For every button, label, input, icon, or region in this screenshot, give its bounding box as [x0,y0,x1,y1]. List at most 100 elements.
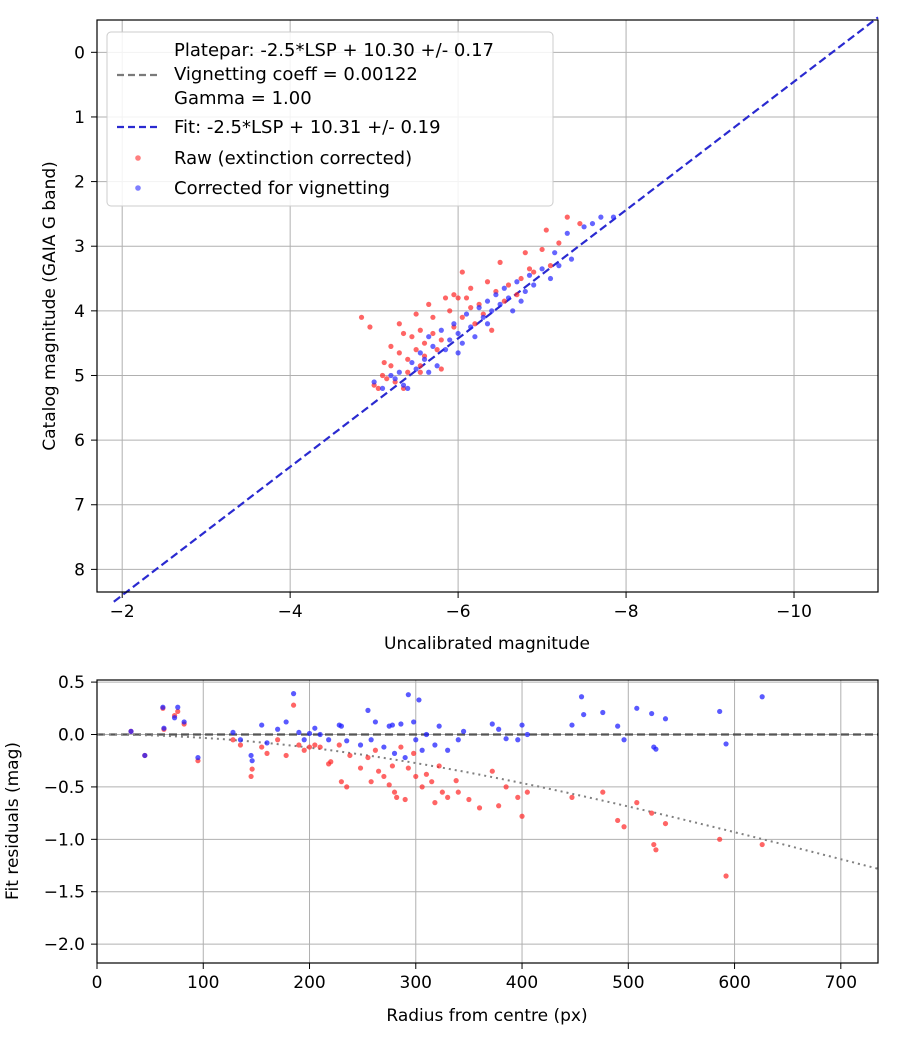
bottom-lines [97,733,879,870]
bottom-raw-point [466,796,472,803]
bottom-corrected-point [423,731,430,738]
bottom-corrected-point [634,705,640,711]
bottom-raw-point [634,800,640,806]
bottom-corrected-point [290,691,297,697]
bottom-raw-point [423,771,430,777]
top-corrected-point [522,288,528,295]
bottom-corrected-point [301,737,307,743]
bottom-corrected-point [649,710,655,717]
legend-swatch-raw [135,155,141,161]
top-raw-point [430,314,436,320]
top-y-tick-label: 4 [74,302,85,322]
top-raw-point [526,266,533,272]
top-x-tick-label: −10 [776,602,812,622]
bottom-raw-point [290,702,297,708]
top-raw-point [417,327,423,333]
bottom-raw-point [455,789,461,795]
bottom-raw-point [439,789,445,795]
legend-swatch-corrected [135,185,141,191]
bottom-raw-point [344,784,350,790]
bottom-raw-point [237,742,244,748]
bottom-plot-frame [96,679,879,964]
legend-label-corrected: Corrected for vignetting [174,178,390,199]
top-corrected-point [472,334,478,340]
bottom-raw-point [723,873,729,879]
bottom-corrected-point [419,747,425,753]
bottom-raw-point [476,805,483,811]
bottom-raw-point [519,813,525,819]
top-corrected-point [505,295,512,301]
top-corrected-point [426,334,432,340]
bottom-raw-point [759,841,765,848]
top-corrected-point [413,366,419,372]
top-corrected-point [610,214,617,220]
top-y-tick-label: 1 [74,108,85,128]
top-raw-point [472,321,478,327]
legend-label-fit: Fit: -2.5*LSP + 10.31 +/- 0.19 [174,117,441,138]
bottom-raw-point [569,794,575,800]
bottom-raw-point [662,820,669,827]
bottom-corrected-point [161,725,167,731]
top-raw-point [501,298,507,304]
bottom-raw-point [419,784,425,790]
bottom-raw-point [306,744,313,750]
bottom-corrected-point [723,741,729,747]
bottom-corrected-point [402,754,408,761]
top-corrected-point [547,275,554,282]
top-raw-point [417,363,423,369]
bottom-corrected-point [264,740,270,746]
top-y-ticks: 0 1 2 3 4 5 6 7 8 [74,43,97,580]
bottom-corrected-point [460,728,467,734]
bottom-corrected-point [496,726,502,732]
bottom-corrected-point [503,736,509,742]
bottom-corrected-point [455,737,461,743]
top-raw-point [505,282,512,288]
top-corrected-point [514,279,520,285]
top-corrected-point [510,308,516,314]
bottom-y-tick-label: −0.5 [44,778,85,798]
bottom-raw-point [317,744,323,750]
top-raw-point [522,250,528,256]
top-raw-point [384,376,390,382]
bottom-raw-point [175,708,181,715]
bottom-corrected-point [230,729,236,736]
bottom-raw-point [411,750,417,756]
top-lines [113,16,879,603]
bottom-raw-point [283,752,289,759]
bottom-x-tick-label: 400 [506,973,538,993]
bottom-raw-point [249,766,255,772]
bottom-raw-point [347,752,353,759]
top-y-tick-label: 7 [74,496,85,516]
bottom-raw-point [496,803,502,809]
bottom-raw-point [301,747,307,753]
bottom-y-ticks: 0.5 0.0 −0.5 −1.0 −1.5 −2.0 [44,673,97,955]
top-raw-point [413,311,419,317]
bottom-raw-point [600,789,606,795]
bottom-points [128,691,765,879]
top-corrected-point [421,356,428,362]
top-x-tick-label: −8 [614,602,639,622]
bottom-raw-point [653,847,659,853]
top-raw-point [438,366,444,372]
bottom-corrected-point [581,711,587,718]
legend-label-gamma: Gamma = 1.00 [174,88,312,109]
top-corrected-point [396,369,402,375]
bottom-corrected-point [389,722,395,728]
bottom-raw-point [717,836,723,842]
bottom-raw-point [336,742,342,748]
top-y-tick-label: 8 [74,560,85,580]
top-corrected-point [556,263,562,269]
legend-box [106,31,554,207]
bottom-raw-point [515,794,521,800]
bottom-raw-point [394,794,400,800]
bottom-raw-point [503,784,509,790]
bottom-raw-point [436,763,442,769]
top-raw-point [497,259,503,265]
bottom-x-axis-label: Radius from centre (px) [386,1006,587,1026]
top-raw-point [400,330,407,337]
top-raw-point [447,308,453,314]
top-corrected-point [564,230,570,236]
top-raw-point [564,214,570,220]
top-raw-point [388,363,394,369]
top-corrected-point [459,340,465,346]
